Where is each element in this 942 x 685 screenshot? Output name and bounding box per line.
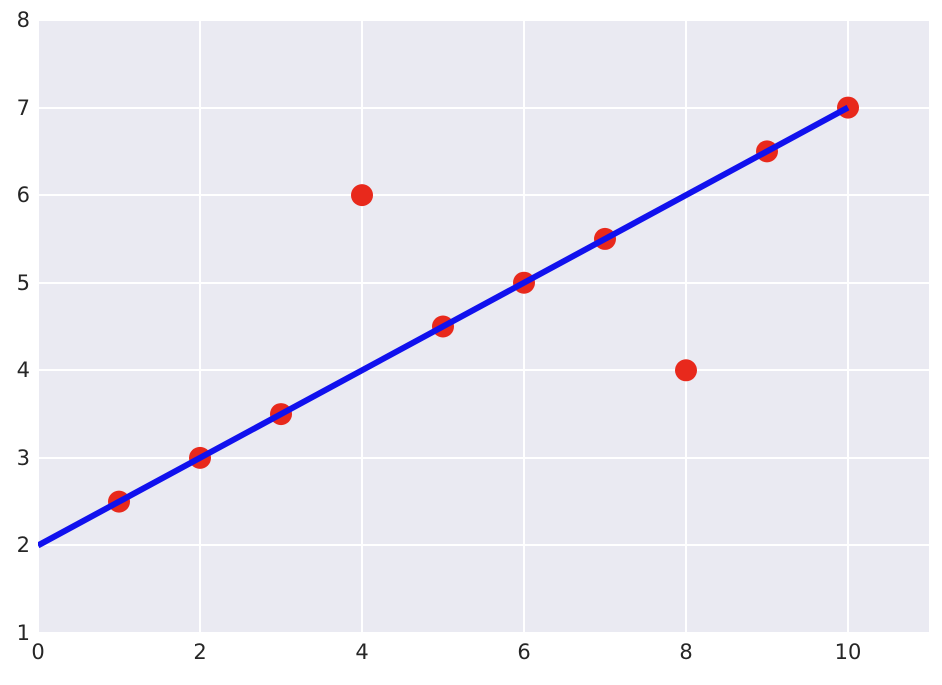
gridline-vertical xyxy=(38,20,39,633)
y-tick-label: 5 xyxy=(16,270,30,295)
y-tick-label: 2 xyxy=(16,533,30,558)
fitted-line xyxy=(38,104,850,549)
gridline-horizontal xyxy=(38,281,929,284)
gridline-vertical xyxy=(199,20,201,633)
gridline-vertical xyxy=(523,20,525,633)
gridline-horizontal xyxy=(38,106,929,109)
data-point-marker xyxy=(675,359,697,382)
gridline-horizontal xyxy=(38,194,929,197)
y-tick-label: 4 xyxy=(16,358,30,383)
x-tick-label: 6 xyxy=(517,640,531,664)
gridline-horizontal xyxy=(38,20,929,21)
y-tick-label: 3 xyxy=(16,445,30,470)
x-tick-label: 4 xyxy=(355,640,369,664)
x-tick-label: 10 xyxy=(834,640,862,664)
x-tick-label: 2 xyxy=(193,640,207,664)
x-tick-label: 0 xyxy=(31,640,45,664)
gridline-horizontal xyxy=(38,632,929,633)
gridline-horizontal xyxy=(38,456,929,459)
regression-line xyxy=(38,104,850,549)
gridline-vertical xyxy=(847,20,849,633)
y-axis-tick-labels: 1 2 3 4 5 6 7 8 xyxy=(0,0,30,685)
x-tick-label: 8 xyxy=(679,640,693,664)
y-tick-label: 7 xyxy=(16,95,30,120)
y-tick-label: 6 xyxy=(16,183,30,208)
y-tick-label: 8 xyxy=(16,8,30,32)
chart-data-layer xyxy=(38,96,859,549)
gridline-horizontal xyxy=(38,544,929,547)
gridline-vertical xyxy=(685,20,687,633)
gridline-vertical xyxy=(361,20,363,633)
data-point-marker xyxy=(351,184,373,207)
plot-area xyxy=(38,20,929,633)
gridline-horizontal xyxy=(38,369,929,372)
y-tick-label: 1 xyxy=(16,621,30,645)
